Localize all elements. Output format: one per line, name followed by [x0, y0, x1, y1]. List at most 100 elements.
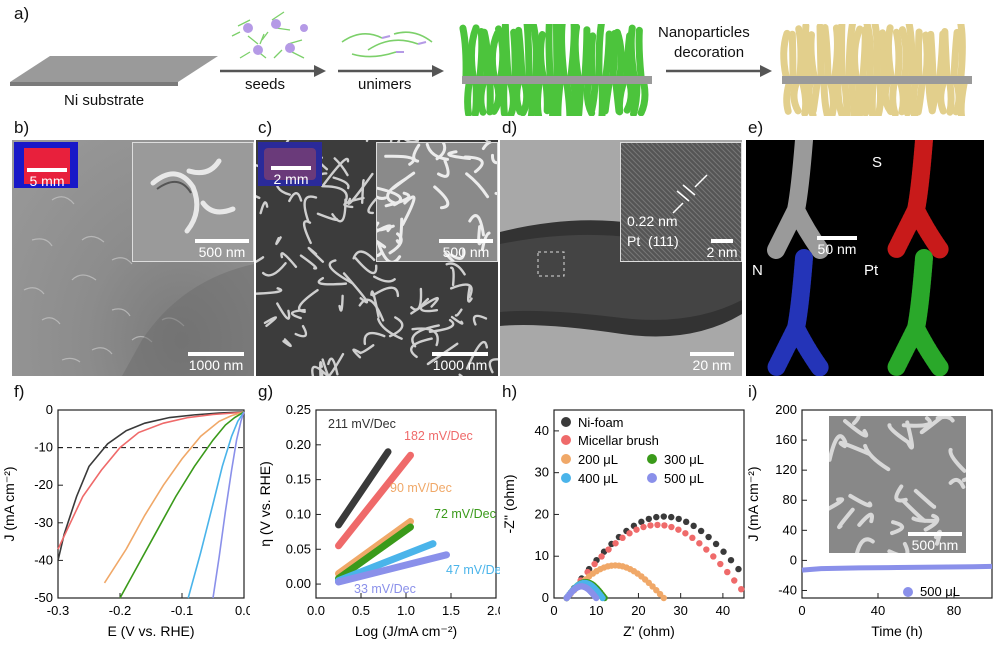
nyquist-point: [593, 594, 600, 602]
legend-marker: [903, 587, 913, 597]
x-axis-label: Z' (ohm): [623, 623, 675, 639]
nyquist-point: [640, 523, 647, 531]
ni-substrate-illustration: [10, 56, 218, 86]
y-tick-label: 40: [535, 423, 549, 438]
y-tick-label: 0.10: [286, 506, 311, 521]
y-tick-label: -50: [34, 590, 53, 605]
nyquist-point: [653, 513, 660, 521]
panel-label-g: g): [258, 382, 274, 401]
nyquist-point: [724, 568, 731, 576]
x-tick-label: 0.5: [352, 603, 370, 618]
y-tick-label: 0.20: [286, 437, 311, 452]
nyquist-point: [690, 522, 697, 530]
tem-image-d: 0.22 nm Pt (111) 2 nm 20 nm: [500, 140, 742, 376]
panel-label-h: h): [502, 382, 518, 401]
legend-label: 500 μL: [664, 471, 704, 486]
nyquist-point: [731, 577, 738, 584]
tafel-slope-label: 33 mV/Dec: [354, 582, 416, 596]
x-tick-label: 1.0: [397, 603, 415, 618]
x-tick-label: 0: [798, 603, 805, 618]
y-tick-label: 0: [542, 590, 549, 605]
arrow-unimers-label: unimers: [358, 76, 412, 93]
panel-label-e: e): [748, 118, 764, 137]
legend-label: 200 μL: [578, 452, 618, 467]
chart-h-nyquist: 0 10 20 30 40 0 10 20 30 40 Z' (ohm) -Z'' (ohm) Ni-f…: [501, 409, 745, 639]
lattice-plane-label: Pt (111): [627, 233, 679, 249]
plot-frame: [57, 409, 245, 599]
chart-g-tafel: 0.0 0.5 1.0 1.5 2.0 0.00 0.05 0.10 0.15 0.20 0.25 L…: [257, 402, 500, 639]
x-tick-label: -0.2: [109, 603, 131, 618]
scale-label-main-b: 1000 nm: [188, 357, 244, 373]
panel-label-a: a): [14, 4, 30, 23]
nyquist-point: [675, 526, 682, 533]
y-axis-label: J (mA cm⁻²): [745, 466, 761, 541]
nyquist-point: [696, 540, 703, 547]
lsv-curve-1: [57, 411, 245, 550]
nyquist-point: [626, 530, 633, 537]
arrow-unimers: [338, 65, 444, 77]
map-label-n: N: [752, 262, 763, 279]
sem-inset-i: 500 nm: [829, 416, 966, 553]
legend-marker: [647, 454, 657, 464]
y-tick-label: -40: [34, 552, 53, 567]
legend-marker: [561, 454, 571, 464]
ni-substrate-label: Ni substrate: [64, 92, 145, 109]
tafel-series-2: [335, 517, 414, 578]
plot-frame: [553, 409, 745, 599]
stability-series: [801, 563, 993, 573]
x-tick-label: 20: [631, 603, 645, 618]
tafel-slope-label: 72 mV/Dec: [434, 507, 496, 521]
y-tick-label: 120: [775, 462, 797, 477]
tafel-slope-label: 90 mV/Dec: [390, 481, 452, 495]
scale-label-main-c: 1000 nm: [432, 357, 488, 373]
nyquist-point: [660, 513, 667, 520]
scale-label-photo-b: 5 mm: [29, 173, 65, 188]
x-tick-label: 40: [871, 603, 885, 618]
y-tick-label: 0.25: [286, 402, 311, 417]
legend-marker: [561, 417, 571, 427]
y-axis-label: J (mA cm⁻²): [1, 466, 17, 541]
panel-label-c: c): [258, 118, 273, 137]
nyquist-point: [720, 548, 727, 555]
y-tick-label: -40: [778, 582, 797, 597]
nyquist-point: [668, 523, 675, 531]
nyquist-point: [647, 522, 654, 529]
legend-label: 400 μL: [578, 471, 618, 486]
y-tick-label: 0.05: [286, 541, 311, 556]
nyquist-point: [717, 560, 724, 568]
y-tick-label: 30: [535, 465, 549, 480]
x-tick-label: 10: [589, 603, 603, 618]
legend-label: 500 μL: [920, 584, 960, 599]
tafel-slope-label: 182 mV/Dec: [404, 429, 473, 443]
x-tick-label: 0: [550, 603, 557, 618]
x-tick-label: 1.5: [442, 603, 460, 618]
lattice-spacing-label: 0.22 nm: [627, 213, 678, 229]
nyquist-point: [710, 553, 717, 560]
y-axis-label: -Z'' (ohm): [501, 474, 517, 533]
nyquist-point: [738, 585, 745, 593]
nyquist-point: [633, 526, 640, 533]
y-tick-label: 200: [775, 402, 797, 417]
x-tick-label: 0.0: [235, 603, 250, 618]
photo-inset-b: 5 mm: [14, 142, 78, 188]
y-tick-label: -10: [34, 440, 53, 455]
nyquist-point: [612, 540, 619, 547]
legend-marker: [561, 435, 571, 445]
tafel-slope-label: 211 mV/Dec: [328, 417, 396, 431]
y-tick-label: 20: [535, 506, 549, 521]
scale-label-inset-c: 500 nm: [442, 244, 490, 260]
lsv-curve-3: [119, 411, 245, 599]
photo-inset-c: 2 mm: [258, 142, 322, 186]
eds-mapping-e: S N Pt 50 nm: [746, 140, 984, 376]
nyquist-point: [703, 546, 710, 553]
legend-label: 300 μL: [664, 452, 704, 467]
panel-label-d: d): [502, 118, 518, 137]
scale-label-i: 500 nm: [911, 537, 959, 553]
arrow-decoration-label-1: Nanoparticles: [658, 24, 750, 41]
sem-inset-b: 500 nm: [132, 142, 254, 262]
tafel-series-5: [335, 551, 450, 586]
sem-inset-c: 500 nm: [376, 142, 498, 262]
y-tick-label: 0.00: [286, 576, 311, 591]
nyquist-point: [682, 518, 690, 526]
y-tick-label: 0.15: [286, 472, 311, 487]
